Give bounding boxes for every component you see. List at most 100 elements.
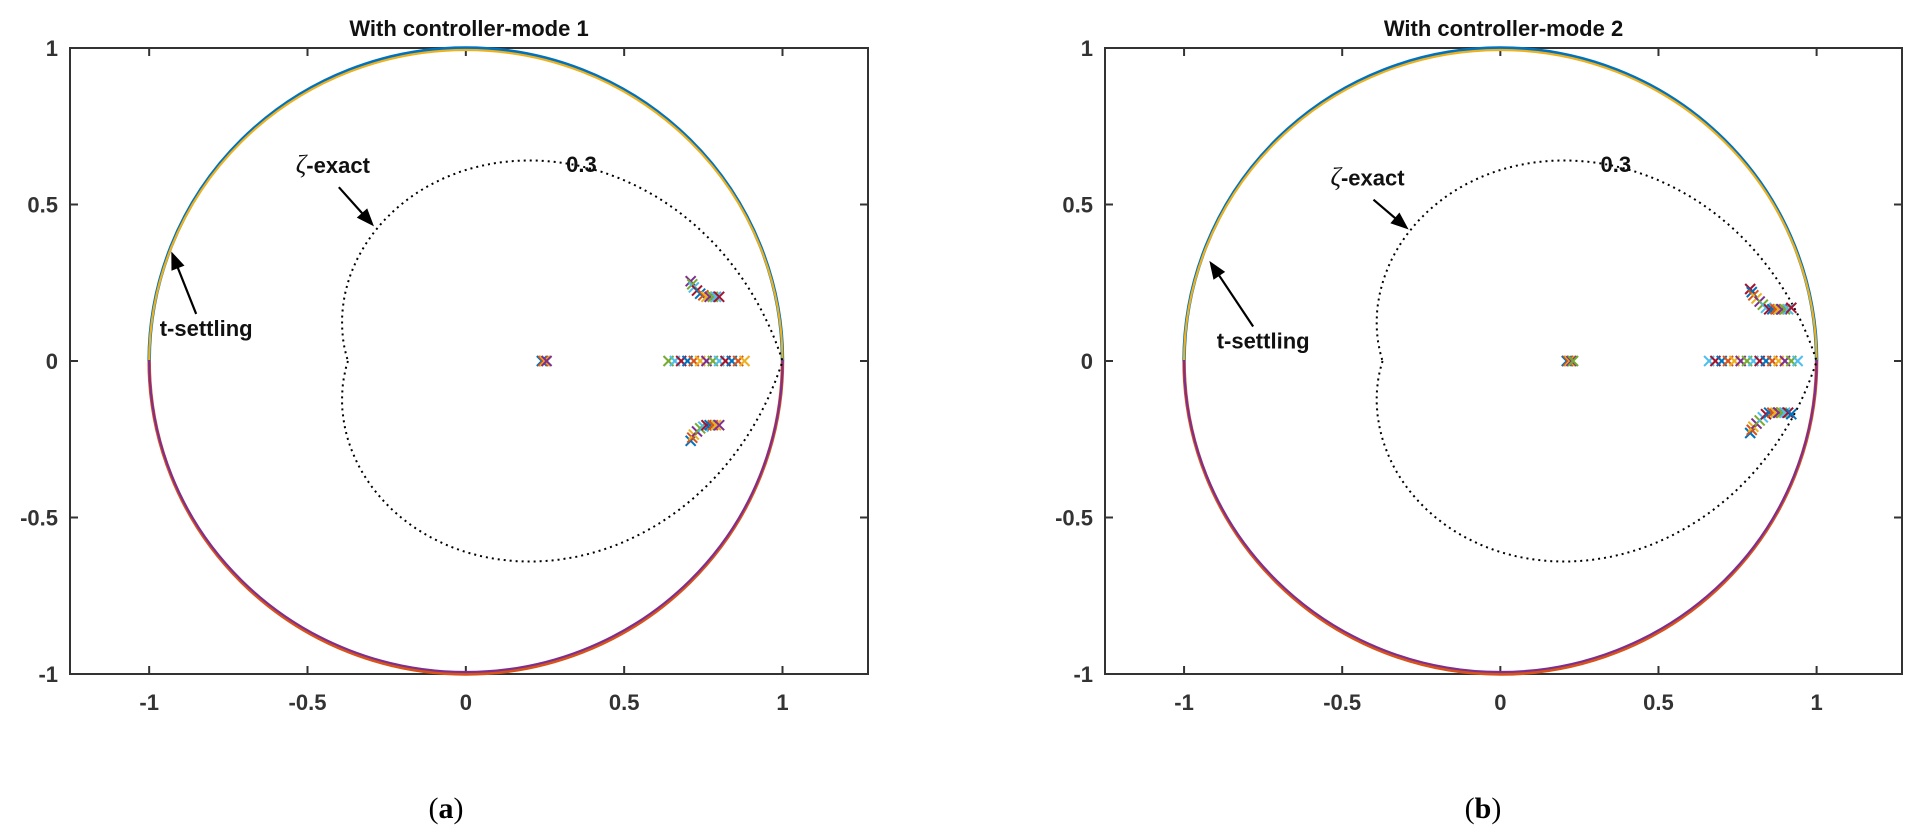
x-tick-label: 0.5 — [1643, 690, 1674, 715]
pole-marker — [537, 355, 550, 367]
zeta-exact-text: -exact — [1341, 166, 1405, 191]
y-tick-label: -1 — [1073, 662, 1093, 687]
pole-marker — [1565, 355, 1578, 367]
pole-marker-stroke — [1567, 355, 1579, 367]
pole-marker-stroke — [1746, 286, 1758, 298]
pole-marker-stroke — [1746, 424, 1758, 436]
pole-marker-stroke — [686, 431, 698, 444]
pole-marker-stroke — [738, 355, 751, 367]
caption-paren: ) — [1491, 792, 1501, 825]
pole-marker-stroke — [713, 291, 725, 303]
pole-marker — [686, 431, 698, 444]
caption-letter: b — [1475, 792, 1492, 825]
x-tick-label: 1 — [1810, 690, 1822, 715]
unit-circle-upper-a — [147, 46, 785, 362]
unit-circle-lower-b — [1182, 359, 1818, 674]
pole-marker — [536, 355, 548, 367]
caption-paren: ( — [429, 792, 439, 825]
unit-circle-upper-a — [1182, 46, 1819, 362]
pole-marker-stroke — [1744, 283, 1756, 295]
pole-marker-stroke — [1782, 303, 1794, 316]
subplot-a: With controller-mode 1 -1 -0.5 0 0.5 1 -1 -0.5 0… — [20, 16, 869, 825]
axes-frame — [1104, 47, 1903, 675]
pole-marker-stroke — [1744, 427, 1756, 439]
pole-marker-stroke — [710, 419, 722, 431]
pole-marker-stroke — [1564, 355, 1576, 367]
pole-marker — [713, 419, 725, 431]
pole-marker-stroke — [1785, 408, 1798, 420]
pole-marker-stroke — [684, 435, 697, 447]
damping-contour — [341, 159, 784, 563]
pole-marker — [1744, 283, 1756, 295]
y-tick-label: 1 — [46, 36, 58, 61]
unit-circle-upper-b — [1182, 48, 1818, 363]
zeta-symbol: ζ — [1330, 163, 1342, 192]
pole-marker — [1782, 406, 1794, 419]
annotation-arrow-line — [174, 262, 198, 315]
pole-marker — [1564, 355, 1576, 367]
pole-marker — [1744, 427, 1756, 439]
pole-marker — [686, 278, 698, 291]
annotation-arrowhead — [356, 208, 374, 227]
pole-marker — [1791, 355, 1804, 367]
zeta-exact-label: ζ-exact — [296, 150, 371, 179]
unit-circle-lower-b — [148, 359, 784, 673]
damping-contour — [1375, 159, 1818, 563]
x-tick-label: -1 — [1174, 690, 1194, 715]
pole-marker — [684, 435, 697, 447]
zeta-symbol: ζ — [296, 150, 308, 179]
y-tick-label: -0.5 — [1055, 506, 1093, 531]
caption-paren: ( — [1465, 792, 1475, 825]
y-tick-label: -0.5 — [20, 506, 58, 531]
pole-marker-stroke — [1565, 355, 1578, 367]
y-tick-label: 0.5 — [1062, 193, 1093, 218]
pole-marker-stroke — [684, 275, 697, 287]
annotation-arrowhead — [1209, 260, 1226, 280]
x-tick-label: 1 — [776, 690, 788, 715]
x-tick-label: 0 — [460, 690, 472, 715]
pole-marker — [738, 355, 751, 367]
zeta-value-label: 0.3 — [1600, 152, 1631, 177]
unit-circle-lower-a — [147, 360, 785, 676]
pole-marker-stroke — [1562, 355, 1575, 367]
zeta-exact-label: ζ-exact — [1330, 163, 1405, 192]
pole-marker-stroke — [686, 278, 698, 291]
pole-marker — [684, 275, 697, 287]
subfigure-caption: (a) — [429, 792, 464, 825]
y-tick-label: 0 — [1081, 349, 1093, 374]
pole-marker-stroke — [537, 355, 550, 367]
annotation-arrow-line — [1215, 270, 1255, 328]
pole-marker-stroke — [536, 355, 548, 367]
pole-marker-stroke — [694, 287, 706, 300]
x-tick-label: 0 — [1494, 690, 1506, 715]
annotation-arrowhead — [1390, 212, 1409, 230]
pole-marker — [1782, 303, 1794, 316]
pole-marker-stroke — [539, 355, 551, 367]
subplot-b: With controller-mode 2 -1 -0.5 0 0.5 1 -1 -0.5 0… — [1055, 16, 1903, 825]
pole-marker — [1785, 408, 1798, 420]
zeta-exact-text: -exact — [306, 153, 370, 178]
pole-marker — [694, 287, 706, 300]
pole-marker — [1562, 355, 1575, 367]
pole-marker — [694, 422, 706, 435]
caption-paren: ) — [454, 792, 464, 825]
x-tick-label: -1 — [139, 690, 159, 715]
t-settling-label: t-settling — [1217, 328, 1310, 353]
chart-title: With controller-mode 2 — [1384, 16, 1623, 41]
chart-title: With controller-mode 1 — [349, 16, 588, 41]
y-tick-label: 1 — [1081, 36, 1093, 61]
y-tick-label: -1 — [38, 662, 58, 687]
x-tick-label: 0.5 — [609, 690, 640, 715]
pole-marker — [1746, 286, 1758, 298]
t-settling-label: t-settling — [160, 316, 253, 341]
pole-marker — [540, 355, 553, 367]
pole-marker-stroke — [697, 289, 710, 301]
subfigure-caption: (b) — [1465, 792, 1502, 825]
x-tick-label: -0.5 — [1323, 690, 1361, 715]
pole-marker-stroke — [1760, 302, 1772, 314]
pole-marker-stroke — [710, 291, 722, 303]
pole-marker-stroke — [1782, 406, 1794, 419]
pole-marker — [1567, 355, 1579, 367]
y-tick-label: 0.5 — [27, 193, 58, 218]
